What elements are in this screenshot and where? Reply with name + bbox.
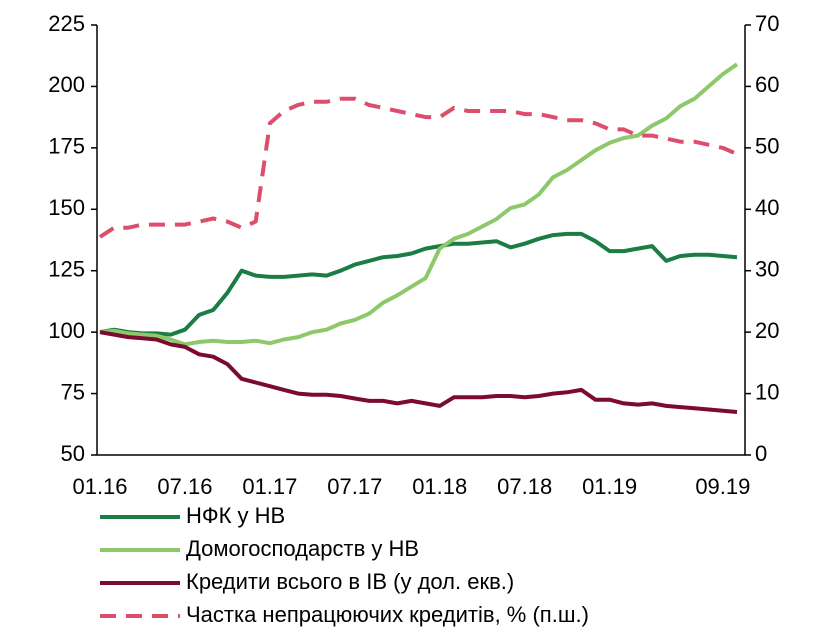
x-tick-label: 07.16 xyxy=(157,474,212,499)
y2-tick-label: 30 xyxy=(755,257,779,282)
legend-label: Частка непрацюючих кредитів, % (п.ш.) xyxy=(186,602,589,627)
y-tick-label: 125 xyxy=(48,257,85,282)
y-tick-label: 175 xyxy=(48,134,85,159)
x-tick-label: 01.17 xyxy=(242,474,297,499)
x-tick-label: 01.19 xyxy=(582,474,637,499)
y-tick-label: 75 xyxy=(61,379,85,404)
series-line xyxy=(99,231,738,337)
y-tick-label: 150 xyxy=(48,195,85,220)
y2-tick-label: 0 xyxy=(755,441,767,466)
y-tick-label: 225 xyxy=(48,11,85,36)
legend-label: Кредити всього в ІВ (у дол. екв.) xyxy=(186,569,514,594)
y2-tick-label: 70 xyxy=(755,11,779,36)
x-tick-label: 07.18 xyxy=(497,474,552,499)
series-line xyxy=(99,330,738,414)
series-line xyxy=(98,96,738,239)
x-tick-label: 01.18 xyxy=(412,474,467,499)
y-tick-label: 200 xyxy=(48,72,85,97)
x-tick-label: 01.16 xyxy=(72,474,127,499)
y2-tick-label: 50 xyxy=(755,134,779,159)
y-tick-label: 100 xyxy=(48,318,85,343)
legend-label: НФК у НВ xyxy=(186,503,285,528)
y-tick-label: 50 xyxy=(61,441,85,466)
y2-tick-label: 60 xyxy=(755,72,779,97)
y2-tick-label: 40 xyxy=(755,195,779,220)
legend-label: Домогосподарств у НВ xyxy=(186,536,419,561)
y2-tick-label: 10 xyxy=(755,379,779,404)
y2-tick-label: 20 xyxy=(755,318,779,343)
series-line xyxy=(99,62,739,347)
x-tick-label: 09.19 xyxy=(695,474,750,499)
x-tick-label: 07.17 xyxy=(327,474,382,499)
